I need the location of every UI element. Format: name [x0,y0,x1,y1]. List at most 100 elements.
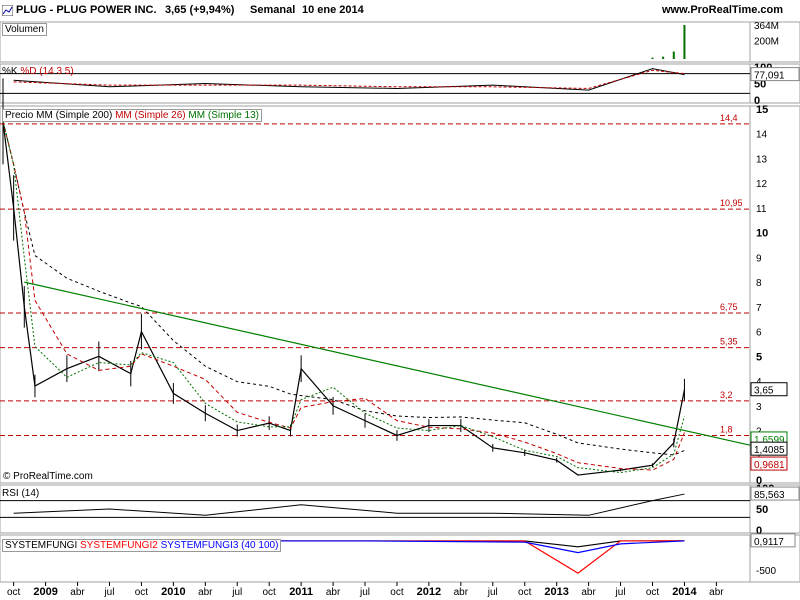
x-tick-label: jul [615,587,626,598]
rsi-tick-label: 0 [756,525,762,537]
volume-tick-label: 364M [754,21,779,32]
x-tick-label: abr [581,587,596,598]
x-tick-label: oct [135,587,149,598]
level-label: 1,8 [720,424,733,434]
panel-frame-price [0,105,751,484]
price-tick-label: 14 [756,130,768,141]
x-tick-label: 2014 [672,586,697,598]
price-tick-label: 10 [756,228,768,240]
rsi-line [13,493,685,516]
price-tick-label: 3 [756,402,762,413]
stoch-k-label: %K [2,66,18,77]
symbol-title: PLUG - PLUG POWER INC. [16,4,157,16]
rsi-tick-label: 50 [756,504,768,516]
ma200-label: MM (Simple 200) [36,110,113,121]
price-tick-label: 6 [756,328,762,339]
volume-label: Volumen [2,23,47,36]
fungi-tick-label: -500 [756,566,776,577]
ma26-label: MM (Simple 26) [115,110,186,121]
price-tick-label: 8 [756,278,762,289]
level-label: 5,35 [720,337,738,347]
price-tick-label: 12 [756,179,768,190]
ma13-line [2,121,685,474]
volume-tick-label: 200M [754,36,779,47]
price-label: Precio [5,110,34,121]
level-label: 14,4 [720,113,738,123]
x-tick-label: abr [198,587,213,598]
x-tick-label: abr [709,587,724,598]
date-label: 10 ene 2014 [302,4,364,16]
rsi-last-tag: 85,563 [750,486,800,501]
price-value-tag-box [750,382,788,397]
x-tick-label: abr [454,587,469,598]
price-value-tag-text: 1,4085 [754,445,785,456]
x-tick-label: 2010 [161,586,185,598]
quote-value: 3,65 (+9,94%) [165,4,235,16]
price-tick-label: 9 [756,253,762,264]
ma26-line [2,121,685,471]
price-tick-label: 7 [756,303,762,314]
price-tick-label: 15 [756,104,768,116]
fungi3-label: SYSTEMFUNGI3 (40 100) [160,540,279,551]
price-labels: Precio MM (Simple 200) MM (Simple 26) MM… [2,109,262,122]
level-label: 10,95 [720,198,743,208]
x-tick-label: jul [487,587,498,598]
price-value-tag-text: 3,65 [754,386,774,397]
rsi-label: RSI (14) [2,488,40,499]
fungi-last-value: 0,9117 [754,537,784,548]
x-tick-label: 2012 [417,586,441,598]
price-tick-label: 5 [756,351,762,363]
stoch-line-1 [13,69,685,89]
panel-frame-rsi [0,484,751,534]
price-tick-label: 11 [756,204,767,215]
panel-frame-vol [0,21,751,63]
ma200-line [2,121,685,456]
price-value-tag-box [750,441,788,456]
price-tick-label: 13 [756,154,768,165]
price-tick-label: 0 [756,475,762,487]
x-tick-label: oct [390,587,404,598]
price-value-tag: 0,9681 [750,456,788,471]
chart-icon [2,5,13,16]
level-label: 6,75 [720,302,738,312]
fungi1-label: SYSTEMFUNGI [5,540,78,551]
fungi2-label: SYSTEMFUNGI2 [80,540,158,551]
price-value-tag: 3,65 [750,382,788,397]
chart-header: PLUG - PLUG POWER INC. 3,65 (+9,94%) Sem… [0,0,800,23]
fungi-last-tag: 0,9117 [750,533,796,548]
x-tick-label: oct [646,587,660,598]
price-value-tag: 1,4085 [750,441,788,456]
x-tick-label: 2011 [289,586,313,598]
stoch-last-tag: 77,091 [750,67,800,82]
copyright-label: © ProRealTime.com [3,471,93,482]
rsi-last-tag-box [750,486,800,501]
x-tick-label: jul [359,587,370,598]
x-tick-label: 2013 [544,586,568,598]
stoch-line-0 [13,68,685,91]
stoch-last-tag-box [750,67,800,82]
x-tick-label: oct [263,587,277,598]
x-tick-label: 2009 [33,586,57,598]
price-value-tag-box [750,456,788,471]
fungi-last-tag-box [750,533,796,548]
level-label: 3,2 [720,390,733,400]
x-tick-label: jul [231,587,242,598]
stoch-label: %K %D (14 3 5) [2,66,74,77]
period-label: Semanal [250,4,296,16]
rsi-last-value: 85,563 [754,490,785,501]
ma13-label: MM (Simple 13) [188,110,259,121]
x-tick-label: abr [70,587,85,598]
price-value-tag-text: 1,6599 [754,435,785,446]
x-tick-label: jul [103,587,114,598]
x-tick-label: oct [7,587,21,598]
stoch-tick-label: 0 [754,95,760,107]
site-url[interactable]: www.ProRealTime.com [662,4,784,16]
trendline [24,281,751,446]
price-value-tag-text: 0,9681 [754,460,785,471]
stoch-last-value: 77,091 [754,71,785,82]
axis-strip-price [749,105,800,484]
stoch-tick-label: 50 [754,79,766,91]
x-tick-label: abr [326,587,341,598]
x-tick-label: oct [518,587,532,598]
